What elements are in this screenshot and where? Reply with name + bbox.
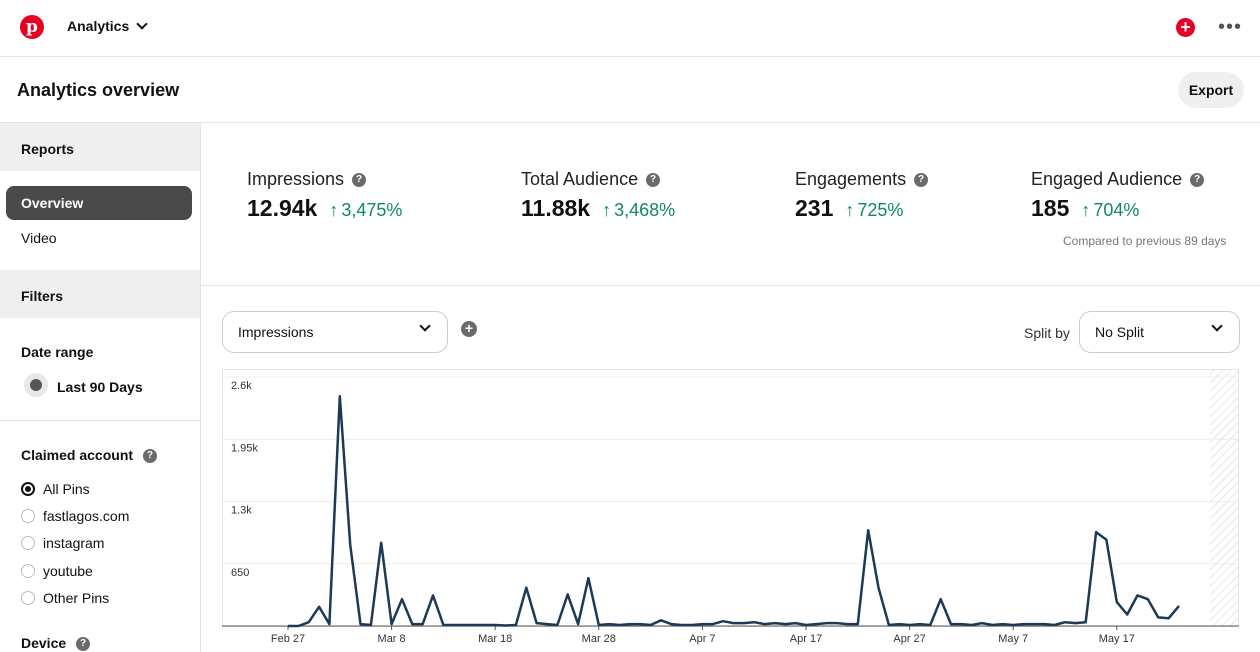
- radio-label: Other Pins: [43, 590, 110, 606]
- radio-all-pins[interactable]: All Pins: [21, 481, 90, 497]
- page-header: Analytics overview Export: [0, 57, 1260, 123]
- radio-icon: [21, 536, 35, 550]
- help-icon[interactable]: ?: [646, 172, 661, 187]
- radio-fastlagos[interactable]: fastlagos.com: [21, 508, 129, 524]
- y-tick-label: 1.3k: [231, 505, 252, 517]
- add-metric-icon[interactable]: +: [461, 321, 477, 337]
- sidebar: Reports Overview Video Filters Date rang…: [0, 123, 201, 652]
- top-bar: p Analytics + •••: [0, 0, 1260, 57]
- metric-select-value: Impressions: [238, 324, 314, 340]
- analytics-menu-button[interactable]: Analytics: [67, 18, 148, 34]
- reports-heading: Reports: [0, 123, 200, 171]
- plus-circle-icon[interactable]: +: [1176, 18, 1195, 37]
- radio-label: instagram: [43, 535, 105, 551]
- x-tick-label: Mar 28: [582, 633, 616, 645]
- radio-icon: [21, 591, 35, 605]
- chevron-down-icon: [1211, 320, 1223, 332]
- radio-instagram[interactable]: instagram: [21, 535, 104, 551]
- metric-label: Engagements: [795, 169, 907, 189]
- metric-change: 3,475%: [341, 200, 403, 220]
- page-title: Analytics overview: [17, 80, 180, 100]
- y-tick-label: 1.95k: [231, 442, 258, 454]
- chevron-down-icon: [136, 18, 148, 30]
- claimed-account-text: Claimed account: [21, 447, 134, 463]
- y-tick-label: 650: [231, 567, 249, 579]
- split-select[interactable]: No Split: [1079, 311, 1240, 353]
- radio-label: youtube: [43, 563, 93, 579]
- help-icon[interactable]: ?: [142, 449, 157, 464]
- x-tick-label: May 7: [998, 633, 1028, 645]
- help-icon[interactable]: ?: [914, 172, 929, 187]
- metric-label: Impressions: [247, 169, 345, 189]
- radio-icon: [21, 564, 35, 578]
- divider: [0, 420, 201, 421]
- metric-label: Total Audience: [521, 169, 639, 189]
- x-tick-label: Apr 7: [689, 633, 715, 645]
- export-button[interactable]: Export: [1178, 72, 1244, 108]
- y-tick-label: 2.6k: [231, 380, 252, 392]
- analytics-menu-label: Analytics: [67, 18, 130, 34]
- split-by-label: Split by: [1024, 325, 1070, 341]
- metric-value: 185: [1031, 195, 1070, 221]
- radio-label: All Pins: [43, 481, 90, 497]
- metric-change: 704%: [1093, 200, 1140, 220]
- radio-youtube[interactable]: youtube: [21, 563, 93, 579]
- x-tick-label: Mar 8: [378, 633, 406, 645]
- more-horizontal-icon[interactable]: •••: [1218, 16, 1243, 38]
- impressions-chart: 2.6k 1.95k 1.3k 650 Feb 27 Mar 8 Mar 18 Mar 28 A…: [222, 369, 1239, 652]
- radio-other-pins[interactable]: Other Pins: [21, 590, 109, 606]
- clock-icon: [24, 373, 48, 397]
- metric-change: 725%: [857, 200, 904, 220]
- chart-svg: 2.6k 1.95k 1.3k 650 Feb 27 Mar 8 Mar 18 Mar 28 A…: [222, 369, 1239, 645]
- x-tick-label: Apr 17: [790, 633, 822, 645]
- radio-icon: [21, 509, 35, 523]
- metric-value: 11.88k: [521, 195, 591, 221]
- x-tick-label: May 17: [1099, 633, 1135, 645]
- x-tick-label: Apr 27: [893, 633, 925, 645]
- date-range-value[interactable]: Last 90 Days: [57, 379, 143, 395]
- x-tick-label: Feb 27: [271, 633, 305, 645]
- claimed-account-label: Claimed account ?: [21, 447, 157, 464]
- split-select-value: No Split: [1095, 324, 1145, 340]
- series-line: [288, 394, 1180, 628]
- arrow-up-icon: ↑: [845, 200, 855, 220]
- sidebar-item-video[interactable]: Video: [21, 230, 57, 246]
- arrow-up-icon: ↑: [602, 200, 612, 220]
- date-range-label: Date range: [21, 344, 94, 360]
- device-text: Device: [21, 635, 67, 651]
- radio-label: fastlagos.com: [43, 508, 130, 524]
- device-label: Device ?: [21, 635, 91, 652]
- divider: [201, 285, 1260, 286]
- filters-heading: Filters: [0, 270, 200, 318]
- metric-value: 12.94k: [247, 195, 318, 221]
- compare-note: Compared to previous 89 days: [1063, 234, 1227, 248]
- future-region: [1210, 370, 1238, 626]
- x-tick-label: Mar 18: [478, 633, 512, 645]
- arrow-up-icon: ↑: [1081, 200, 1091, 220]
- chevron-down-icon: [419, 320, 431, 332]
- metric-change: 3,468%: [614, 200, 676, 220]
- metric-impressions: Impressions? 12.94k ↑ 3,475%: [247, 169, 402, 222]
- metric-engagements: Engagements? 231 ↑ 725%: [795, 169, 929, 222]
- metric-label: Engaged Audience: [1031, 169, 1183, 189]
- metric-value: 231: [795, 195, 834, 221]
- arrow-up-icon: ↑: [329, 200, 339, 220]
- pinterest-logo-icon[interactable]: p: [20, 15, 44, 39]
- radio-selected-icon: [21, 482, 35, 496]
- metric-engaged-audience: Engaged Audience? 185 ↑ 704%: [1031, 169, 1205, 222]
- help-icon[interactable]: ?: [1190, 172, 1205, 187]
- metric-total-audience: Total Audience? 11.88k ↑ 3,468%: [521, 169, 675, 222]
- metric-select[interactable]: Impressions: [222, 311, 448, 353]
- sidebar-item-overview[interactable]: Overview: [6, 186, 192, 220]
- help-icon[interactable]: ?: [76, 637, 91, 652]
- help-icon[interactable]: ?: [352, 172, 367, 187]
